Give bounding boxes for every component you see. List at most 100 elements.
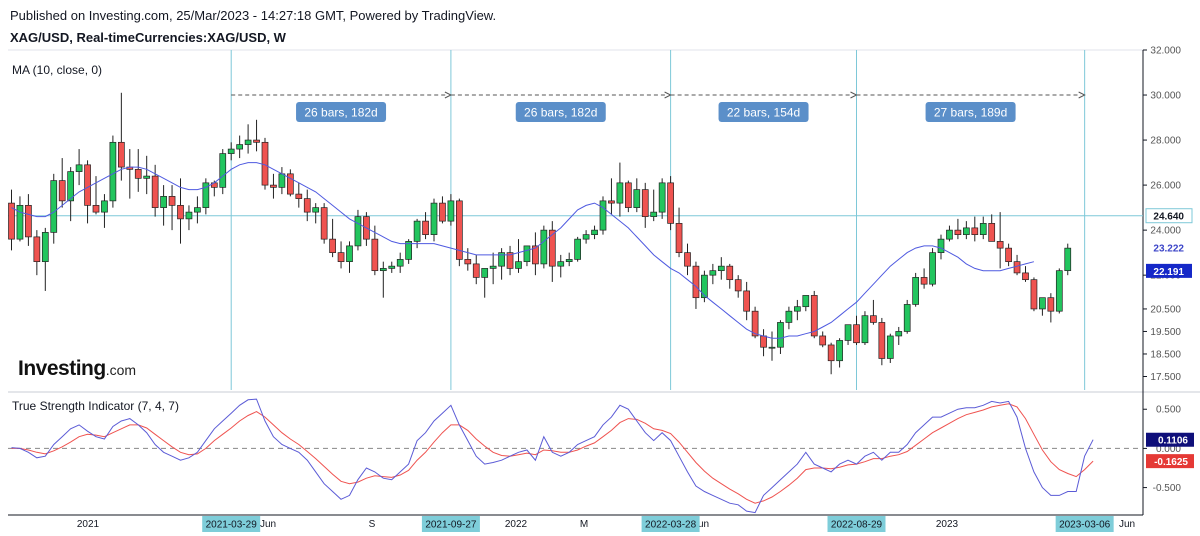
candle-up	[202, 182, 210, 208]
price-tick-label: 28.000	[1150, 136, 1181, 147]
candle-up	[650, 211, 658, 217]
candle-down	[853, 324, 860, 344]
tsi-axis[interactable]: 0.500 0.000 -0.500 0.1106 -0.1625	[1143, 405, 1194, 494]
candle-down	[624, 182, 632, 208]
candle-up	[895, 331, 903, 337]
symbol-title: XAG/USD, Real-timeCurrencies:XAG/USD, W	[10, 30, 286, 45]
tsi-tick-label: 0.500	[1156, 405, 1181, 416]
candle-up	[1055, 270, 1063, 312]
candle-up	[515, 261, 522, 269]
price-label-box	[1146, 263, 1192, 278]
candle-up	[244, 139, 252, 145]
candle-up	[903, 304, 911, 332]
candle-up	[929, 252, 936, 285]
tsi-indicator-label[interactable]: True Strength Indicator (7, 4, 7)	[12, 399, 179, 413]
candle-down	[25, 205, 32, 238]
price-tick-label: 30.000	[1150, 91, 1181, 102]
candle-down	[303, 198, 311, 213]
chart-frame	[8, 49, 1200, 516]
logo-name: Investing	[18, 357, 106, 380]
candle-up	[379, 268, 387, 272]
time-tick-label: M	[580, 519, 588, 530]
candle-down	[117, 141, 125, 168]
candle-down	[827, 344, 835, 362]
candle-up	[709, 270, 717, 276]
price-tick-label: 32.000	[1150, 46, 1181, 57]
candle-down	[253, 139, 260, 143]
measure-badge	[925, 102, 1016, 122]
candle-down	[33, 236, 41, 263]
time-tick-label: 2021	[77, 519, 100, 530]
candle-down	[58, 180, 66, 202]
candle-up	[75, 164, 83, 172]
candle-up	[388, 265, 396, 269]
candle-up	[565, 259, 573, 263]
candle-down	[337, 252, 345, 263]
candle-up	[413, 220, 421, 242]
candle-up	[523, 245, 531, 263]
candle-up	[777, 322, 784, 348]
candle-down	[456, 200, 463, 260]
date-highlight-box	[202, 516, 261, 532]
price-label-box	[1146, 240, 1192, 255]
candle-up	[574, 238, 582, 260]
ma-indicator-label[interactable]: MA (10, close, 0)	[12, 63, 103, 77]
candle-up	[143, 175, 151, 179]
investing-logo: Investing.com	[18, 357, 136, 381]
candle-up	[844, 324, 852, 341]
candle-up	[946, 229, 953, 240]
candle-up	[405, 241, 412, 260]
tsi-value-label: -0.1625	[1154, 457, 1188, 468]
candle-up	[481, 268, 489, 278]
candle-down	[134, 168, 142, 179]
measure-label: 22 bars, 154d	[727, 106, 800, 120]
date-highlight-box	[1055, 516, 1114, 532]
candle-down	[1005, 247, 1012, 263]
candle-up	[717, 265, 725, 272]
candle-down	[1022, 272, 1029, 281]
measurements: 26 bars, 182d 26 bars, 182d 22 bars, 154d 2…	[231, 91, 1086, 122]
candle-up	[278, 173, 286, 188]
candle-up	[16, 205, 24, 240]
candle-down	[320, 207, 328, 240]
date-highlight-box	[827, 516, 886, 532]
candle-up	[768, 346, 776, 349]
candle-down	[548, 229, 556, 267]
candle-up	[1039, 297, 1046, 310]
candle-up	[67, 171, 75, 202]
measure-label: 26 bars, 182d	[304, 106, 377, 120]
candle-up	[430, 202, 438, 235]
measure-badge	[515, 102, 606, 122]
published-note: Published on Investing.com, 25/Mar/2023 …	[10, 8, 497, 23]
candle-up	[41, 232, 49, 263]
candle-up	[591, 229, 598, 235]
measure-arrowhead	[664, 91, 672, 99]
candle-down	[954, 229, 962, 235]
measure-arrowhead	[850, 91, 858, 99]
candle-up	[312, 207, 320, 213]
tsi-tick-label: -0.500	[1153, 483, 1182, 494]
candle-up	[582, 234, 590, 240]
date-highlight-box	[641, 516, 700, 532]
candle-up	[962, 227, 970, 235]
candle-down	[743, 290, 751, 312]
tsi-line	[11, 398, 1094, 514]
candle-down	[1047, 297, 1055, 312]
price-tick-label: 19.500	[1150, 327, 1181, 338]
price-label: 22.191	[1153, 267, 1184, 278]
candle-down	[151, 175, 159, 208]
candle-up	[160, 196, 167, 208]
price-axis[interactable]: 32.00030.00028.00026.00024.00022.00020.5…	[1143, 46, 1193, 383]
candle-down	[261, 141, 269, 186]
candle-down	[270, 184, 277, 188]
candle-down	[988, 223, 996, 242]
price-tick-label: 18.500	[1150, 349, 1181, 360]
candle-up	[101, 200, 108, 213]
candle-up	[185, 211, 193, 220]
candle-down	[1013, 261, 1021, 274]
candle-down	[287, 173, 294, 195]
candle-up	[109, 141, 117, 202]
candle-down	[684, 252, 691, 267]
